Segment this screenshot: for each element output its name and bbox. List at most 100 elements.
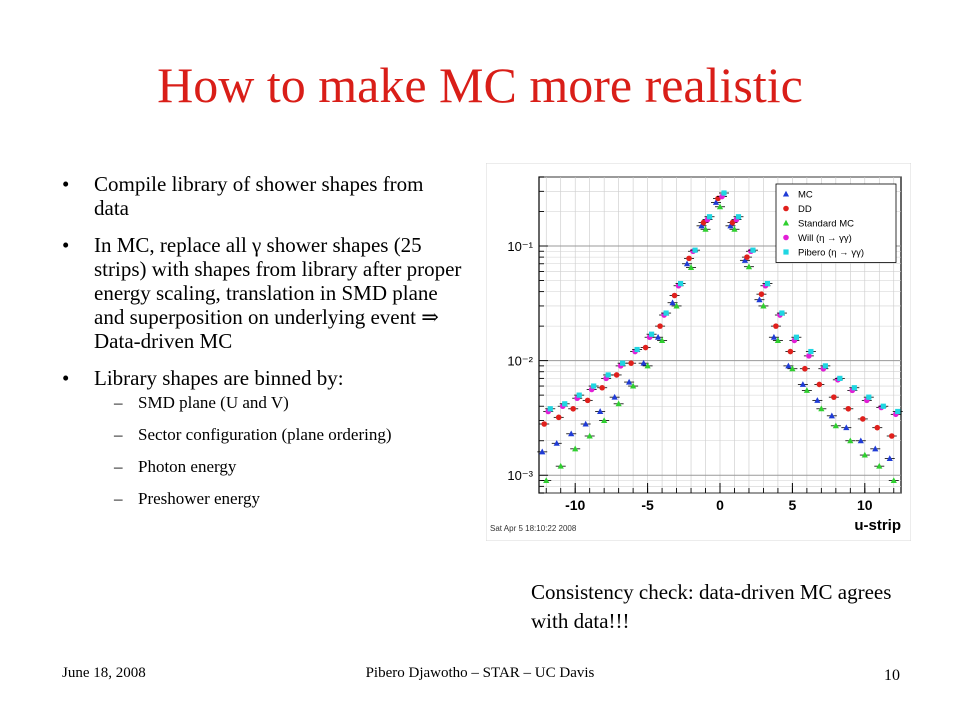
sub-bullet-dash: – [114, 425, 123, 444]
data-point [654, 333, 662, 340]
x-tick-label: -5 [641, 497, 654, 513]
data-point [597, 408, 604, 414]
data-point [657, 323, 663, 329]
data-point [615, 400, 622, 407]
legend-label: MC [798, 190, 813, 201]
legend-marker [783, 205, 789, 212]
page-number: 10 [884, 667, 900, 684]
data-point [735, 214, 742, 220]
data-point [582, 420, 589, 427]
data-point [591, 383, 597, 389]
data-point [683, 260, 691, 267]
sub-bullet-item: – Sector configuration (plane ordering) [94, 424, 462, 445]
data-point [539, 448, 546, 455]
data-point [750, 247, 756, 253]
footer-author: Pibero Djawotho – STAR – UC Davis [365, 665, 595, 681]
sub-bullet-text: Sector configuration (plane ordering) [138, 425, 392, 444]
sub-bullet-dash: – [114, 489, 123, 508]
data-point [731, 225, 738, 232]
data-point [787, 348, 794, 355]
data-point [866, 394, 872, 400]
data-point [613, 372, 620, 378]
data-point [744, 254, 750, 260]
data-point [692, 247, 698, 253]
data-point [570, 405, 576, 412]
data-point [642, 344, 649, 351]
data-point [686, 255, 692, 262]
data-point [586, 432, 593, 439]
data-point [663, 310, 669, 316]
data-point [555, 414, 562, 421]
sub-bullet-text: Preshower energy [138, 489, 260, 508]
data-point [745, 263, 753, 270]
x-tick-label: -10 [565, 497, 585, 513]
data-point [773, 323, 779, 329]
legend-marker [782, 219, 790, 226]
data-point [818, 405, 825, 412]
bullet-text: In MC, replace all γ shower shapes (25 s… [94, 233, 462, 353]
data-point [702, 225, 709, 232]
data-point [803, 387, 810, 393]
data-point [671, 292, 678, 299]
data-point [845, 405, 852, 412]
data-point [584, 397, 591, 404]
data-point [822, 363, 828, 369]
sub-bullet-dash: – [114, 393, 123, 412]
data-point [789, 365, 796, 372]
data-point [832, 422, 839, 429]
x-tick-label: 10 [857, 497, 873, 513]
legend-marker [783, 249, 789, 255]
data-point [669, 299, 676, 306]
data-point [576, 392, 582, 398]
data-point [774, 337, 782, 343]
bullet-dot: • [62, 172, 70, 196]
sub-bullet-item: – Preshower energy [94, 488, 462, 509]
data-point [541, 421, 548, 427]
data-point [890, 477, 897, 483]
data-point [872, 445, 879, 452]
data-point [874, 424, 881, 431]
y-tick-label: 10⁻³ [507, 468, 533, 483]
data-point [553, 439, 560, 446]
data-point [888, 433, 895, 439]
data-point [644, 362, 651, 369]
sub-bullet-item: – Photon energy [94, 456, 462, 477]
legend-label: Pibero (η → γγ) [798, 248, 864, 259]
data-point [861, 451, 868, 458]
data-point [886, 455, 893, 461]
data-point [793, 334, 799, 340]
data-point [572, 445, 579, 452]
legend-box [775, 183, 897, 263]
data-point [847, 437, 854, 444]
legend-marker [783, 234, 789, 241]
data-point [562, 401, 568, 407]
data-point [831, 394, 837, 400]
data-point [851, 385, 857, 391]
legend-label: DD [798, 204, 812, 215]
data-point [758, 291, 765, 297]
bullet-item: • In MC, replace all γ shower shapes (25… [62, 233, 462, 353]
bullet-dot: • [62, 233, 70, 257]
data-point [837, 375, 843, 381]
y-tick-label: 10⁻² [507, 354, 533, 369]
bullet-item: • Compile library of shower shapes from … [62, 172, 462, 220]
data-point [547, 406, 553, 412]
data-point [706, 214, 713, 220]
data-point [779, 310, 785, 316]
bullet-text: Library shapes are binned by: [94, 366, 344, 390]
data-point [895, 408, 901, 415]
data-point [860, 416, 866, 422]
data-point [729, 219, 736, 226]
y-tick-label: 10⁻¹ [507, 239, 533, 254]
data-point [611, 393, 618, 400]
slide-title: How to make MC more realistic [157, 57, 803, 113]
data-point [857, 437, 864, 444]
chart-caption: Consistency check: data-driven MC agrees… [531, 580, 892, 633]
data-point [630, 382, 637, 389]
data-point [880, 403, 886, 409]
data-point [568, 430, 575, 437]
data-point [658, 337, 666, 343]
legend-marker [782, 190, 790, 197]
data-point [716, 203, 724, 210]
data-point [760, 302, 767, 309]
